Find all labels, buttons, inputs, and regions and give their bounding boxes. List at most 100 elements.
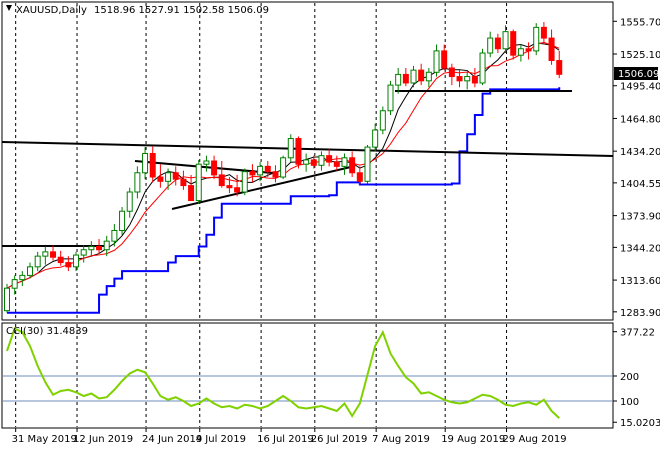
candle-body xyxy=(433,50,440,73)
candle xyxy=(487,31,494,58)
candle xyxy=(402,68,409,87)
candle xyxy=(548,29,555,65)
y-tick-label: 1434.20 xyxy=(620,147,660,158)
candle-body xyxy=(96,246,103,251)
candle-body xyxy=(410,69,417,84)
candle-body xyxy=(471,76,478,84)
triangle-upper-line xyxy=(134,160,274,174)
candle xyxy=(295,136,302,169)
candle xyxy=(157,164,164,188)
candle xyxy=(65,256,72,272)
candle xyxy=(4,283,10,313)
candle xyxy=(111,224,118,247)
candle xyxy=(203,155,210,172)
main-price-panel-frame xyxy=(1,1,614,321)
candle-body xyxy=(65,262,72,268)
y-tick-label: 1313.60 xyxy=(620,276,660,287)
candle xyxy=(165,168,172,190)
y-tick-label: 1495.40 xyxy=(620,82,660,93)
candle-body xyxy=(479,52,486,84)
candle-body xyxy=(387,84,394,112)
y-tick-label: 1525.10 xyxy=(620,50,660,61)
cci-tick-label: 15.0203 xyxy=(620,418,660,429)
candle-body xyxy=(234,187,241,193)
candle-body xyxy=(364,146,371,182)
candle xyxy=(318,151,325,171)
candle xyxy=(42,246,49,265)
candle-body xyxy=(372,129,379,148)
candle-body xyxy=(119,210,126,231)
candle xyxy=(257,162,264,182)
candle-body xyxy=(356,172,363,182)
candle-body xyxy=(149,153,156,178)
x-tick-label: 26 Jul 2019 xyxy=(311,434,368,445)
candle xyxy=(226,177,233,194)
current-price-value: 1506.09 xyxy=(618,69,659,80)
candle-body xyxy=(402,73,409,84)
chart-header: XAUUSD,Daily 1518.96 1527.91 1502.58 150… xyxy=(6,5,269,337)
candle xyxy=(471,68,478,88)
candle xyxy=(310,155,317,169)
candle-body xyxy=(303,159,310,165)
x-tick-label: 24 Jun 2019 xyxy=(142,434,202,445)
cci-grid xyxy=(3,324,612,427)
candle xyxy=(19,271,26,287)
symbol-label: XAUUSD,Daily xyxy=(16,5,87,16)
candle xyxy=(448,63,455,86)
candle xyxy=(533,23,540,56)
candle-body xyxy=(280,157,287,178)
candle xyxy=(142,147,149,180)
candle xyxy=(73,251,80,272)
candle-body xyxy=(456,76,463,82)
candle xyxy=(517,44,524,62)
candle xyxy=(410,65,417,88)
candle-body xyxy=(50,251,57,258)
x-tick-label: 4 Jul 2019 xyxy=(196,434,246,445)
candle-body xyxy=(418,69,425,82)
candle-body xyxy=(218,174,225,187)
x-tick-label: 7 Aug 2019 xyxy=(372,434,430,445)
cci-y-axis: 377.22 200 100 15.0203 xyxy=(613,328,660,429)
candle xyxy=(418,63,425,86)
candle xyxy=(456,70,463,88)
current-price-tag xyxy=(614,67,658,80)
cci-tick-label: 377.22 xyxy=(620,328,655,339)
candle xyxy=(303,153,310,172)
x-tick-label: 19 Aug 2019 xyxy=(441,434,505,445)
candle-body xyxy=(57,256,64,264)
candle xyxy=(57,250,64,266)
candle xyxy=(249,164,256,183)
candle-body xyxy=(111,229,118,242)
current-price-marker: 1506.09 xyxy=(614,67,659,80)
candle xyxy=(464,72,471,90)
candle xyxy=(34,251,41,272)
candle xyxy=(387,80,394,116)
candle xyxy=(556,50,563,79)
candle-body xyxy=(211,160,218,176)
candle xyxy=(88,241,95,257)
triangle-lower-line xyxy=(171,165,356,210)
candle-body xyxy=(510,31,517,56)
candle-body xyxy=(318,155,325,166)
candle xyxy=(510,29,517,60)
candle-body xyxy=(295,138,302,165)
long-resistance-line xyxy=(1,141,614,157)
candle-body xyxy=(226,185,233,189)
candle xyxy=(349,151,356,178)
ohlc-values: 1518.96 1527.91 1502.58 1506.09 xyxy=(94,5,269,16)
candle xyxy=(372,123,379,152)
candle xyxy=(525,42,532,60)
candle xyxy=(180,170,187,190)
main-y-axis: 1555.70 1525.10 1495.40 1464.80 1434.20 1404.… xyxy=(613,17,660,319)
candle-body xyxy=(425,71,432,82)
candle xyxy=(264,161,271,178)
candle-body xyxy=(272,171,279,178)
candle-body xyxy=(134,172,141,193)
candle xyxy=(287,134,294,163)
candle-body xyxy=(310,159,317,166)
candle xyxy=(134,166,141,199)
candle-body xyxy=(80,249,87,256)
candle xyxy=(241,168,248,196)
